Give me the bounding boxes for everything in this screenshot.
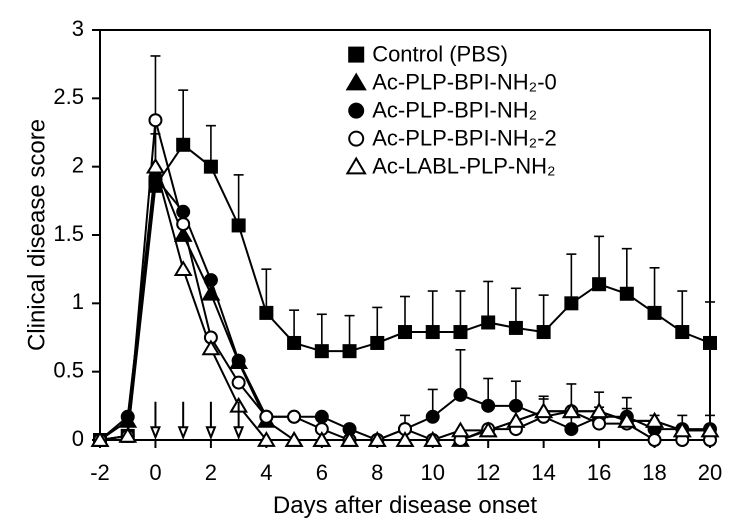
svg-text:-2: -2 (90, 460, 110, 485)
svg-text:20: 20 (698, 460, 722, 485)
svg-text:14: 14 (531, 460, 555, 485)
svg-text:0.5: 0.5 (53, 357, 84, 382)
svg-text:Control (PBS): Control (PBS) (372, 41, 508, 66)
svg-text:2.5: 2.5 (53, 84, 84, 109)
svg-text:Ac-PLP-BPI-NH₂: Ac-PLP-BPI-NH₂ (372, 97, 537, 122)
svg-text:2: 2 (205, 460, 217, 485)
chart-container: -20246810121416182000.511.522.53Days aft… (0, 0, 750, 524)
svg-text:Ac-LABL-PLP-NH₂: Ac-LABL-PLP-NH₂ (372, 153, 555, 178)
svg-text:Days after disease onset: Days after disease onset (273, 492, 537, 519)
svg-text:Ac-PLP-BPI-NH₂-0: Ac-PLP-BPI-NH₂-0 (372, 69, 557, 94)
svg-text:10: 10 (420, 460, 444, 485)
svg-text:18: 18 (642, 460, 666, 485)
svg-text:1: 1 (72, 289, 84, 314)
svg-text:0: 0 (149, 460, 161, 485)
svg-text:0: 0 (72, 426, 84, 451)
svg-text:3: 3 (72, 16, 84, 41)
svg-text:Ac-PLP-BPI-NH₂-2: Ac-PLP-BPI-NH₂-2 (372, 125, 557, 150)
svg-text:Clinical disease score: Clinical disease score (23, 119, 50, 351)
svg-text:6: 6 (316, 460, 328, 485)
svg-text:1.5: 1.5 (53, 221, 84, 246)
svg-text:16: 16 (587, 460, 611, 485)
svg-text:4: 4 (260, 460, 272, 485)
svg-text:8: 8 (371, 460, 383, 485)
svg-text:2: 2 (72, 152, 84, 177)
chart-svg: -20246810121416182000.511.522.53Days aft… (0, 0, 750, 524)
svg-text:12: 12 (476, 460, 500, 485)
